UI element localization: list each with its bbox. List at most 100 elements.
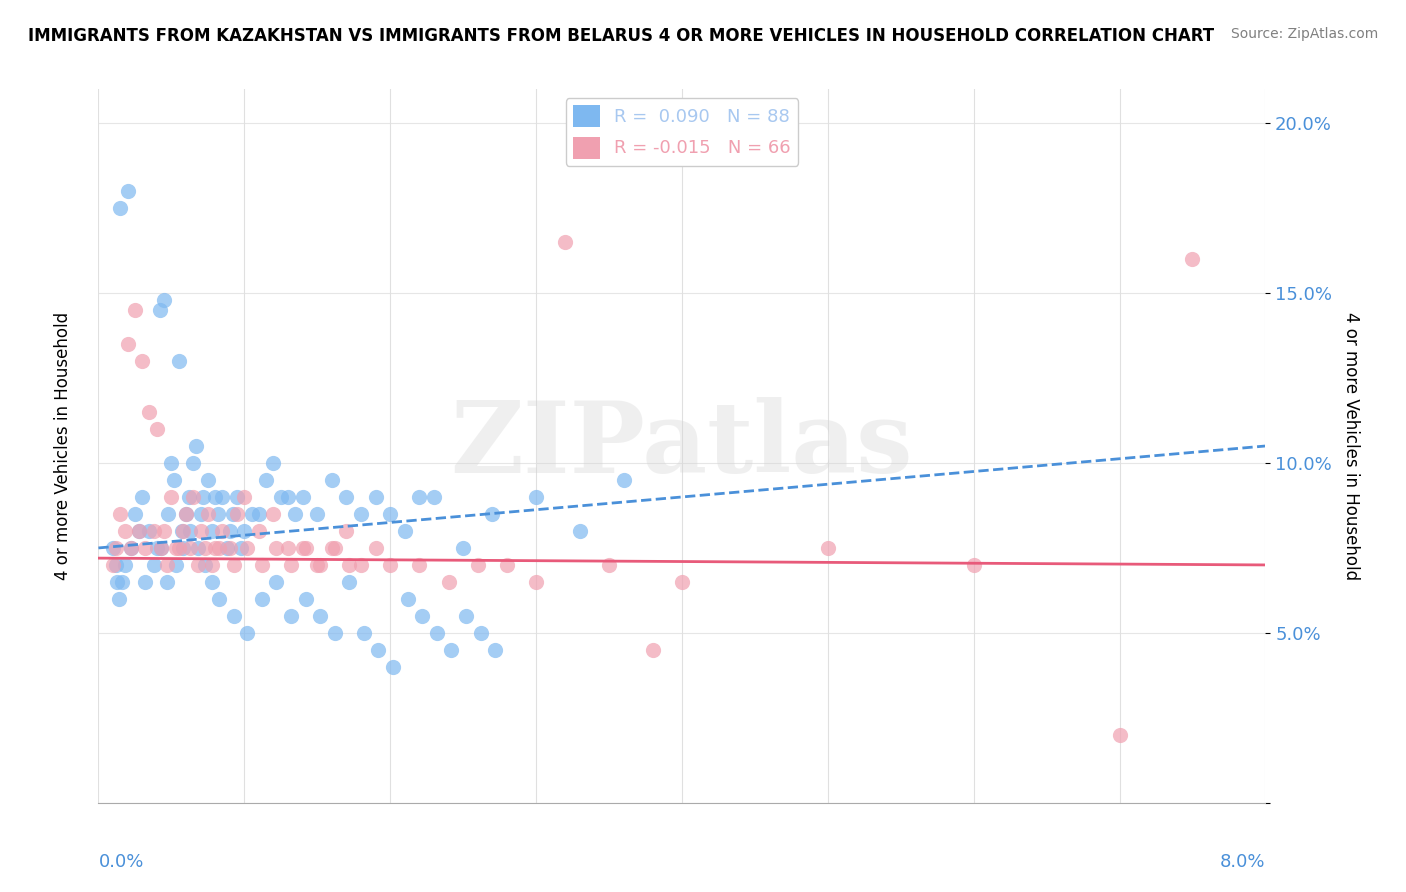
Point <box>153 524 176 538</box>
Point <box>101 541 124 555</box>
Point <box>613 473 636 487</box>
Point <box>128 524 150 538</box>
Point <box>138 405 160 419</box>
Point <box>1108 728 1130 742</box>
Point <box>131 354 153 368</box>
Point <box>186 439 208 453</box>
Point <box>101 558 124 572</box>
Point <box>262 456 284 470</box>
Point <box>222 608 245 623</box>
Point <box>218 524 240 538</box>
Point <box>233 490 256 504</box>
Point <box>201 574 224 589</box>
Point <box>598 558 620 572</box>
Point <box>307 507 329 521</box>
Point <box>201 524 224 538</box>
Point <box>250 558 273 572</box>
Point <box>250 591 273 606</box>
Point <box>323 541 346 555</box>
Point <box>481 507 503 521</box>
Point <box>111 574 134 589</box>
Point <box>247 507 270 521</box>
Point <box>174 507 197 521</box>
Point <box>231 541 253 555</box>
Point <box>262 507 284 521</box>
Point <box>291 490 314 504</box>
Point <box>294 541 316 555</box>
Text: Source: ZipAtlas.com: Source: ZipAtlas.com <box>1230 27 1378 41</box>
Point <box>236 626 259 640</box>
Point <box>280 558 302 572</box>
Point <box>240 507 263 521</box>
Y-axis label: 4 or more Vehicles in Household: 4 or more Vehicles in Household <box>1341 312 1360 580</box>
Point <box>110 201 132 215</box>
Text: 8.0%: 8.0% <box>1220 853 1265 871</box>
Point <box>321 473 343 487</box>
Point <box>380 558 402 572</box>
Point <box>233 524 256 538</box>
Point <box>208 541 231 555</box>
Point <box>454 608 477 623</box>
Point <box>323 626 346 640</box>
Point <box>408 558 430 572</box>
Point <box>157 507 180 521</box>
Point <box>172 524 194 538</box>
Point <box>215 541 238 555</box>
Point <box>335 524 357 538</box>
Point <box>394 524 416 538</box>
Point <box>207 507 229 521</box>
Point <box>160 456 183 470</box>
Point <box>194 558 217 572</box>
Legend: R =  0.090   N = 88, R = -0.015   N = 66: R = 0.090 N = 88, R = -0.015 N = 66 <box>565 98 799 166</box>
Point <box>218 541 240 555</box>
Point <box>142 524 165 538</box>
Point <box>170 524 193 538</box>
Point <box>568 524 591 538</box>
Point <box>226 490 249 504</box>
Point <box>484 643 506 657</box>
Point <box>204 541 226 555</box>
Point <box>270 490 292 504</box>
Point <box>641 643 664 657</box>
Point <box>211 490 233 504</box>
Point <box>197 473 219 487</box>
Point <box>181 490 204 504</box>
Point <box>134 541 156 555</box>
Point <box>337 558 360 572</box>
Point <box>221 507 243 521</box>
Point <box>146 422 169 436</box>
Point <box>134 574 156 589</box>
Point <box>167 354 190 368</box>
Point <box>367 643 389 657</box>
Point <box>165 541 187 555</box>
Text: 4 or more Vehicles in Household: 4 or more Vehicles in Household <box>55 312 72 580</box>
Point <box>117 184 139 198</box>
Point <box>309 558 332 572</box>
Point <box>307 558 329 572</box>
Point <box>120 541 142 555</box>
Point <box>470 626 492 640</box>
Text: 0.0%: 0.0% <box>98 853 143 871</box>
Point <box>437 574 460 589</box>
Point <box>120 541 142 555</box>
Point <box>204 490 226 504</box>
Point <box>266 574 288 589</box>
Point <box>396 591 419 606</box>
Point <box>167 541 190 555</box>
Point <box>201 558 224 572</box>
Point <box>160 490 183 504</box>
Point <box>284 507 307 521</box>
Point <box>193 490 215 504</box>
Point <box>114 524 136 538</box>
Point <box>294 591 316 606</box>
Point <box>156 574 179 589</box>
Point <box>291 541 314 555</box>
Point <box>142 558 165 572</box>
Point <box>104 558 127 572</box>
Point <box>190 507 212 521</box>
Point <box>254 473 277 487</box>
Point <box>309 608 332 623</box>
Point <box>554 235 576 249</box>
Point <box>364 490 387 504</box>
Point <box>1181 252 1204 266</box>
